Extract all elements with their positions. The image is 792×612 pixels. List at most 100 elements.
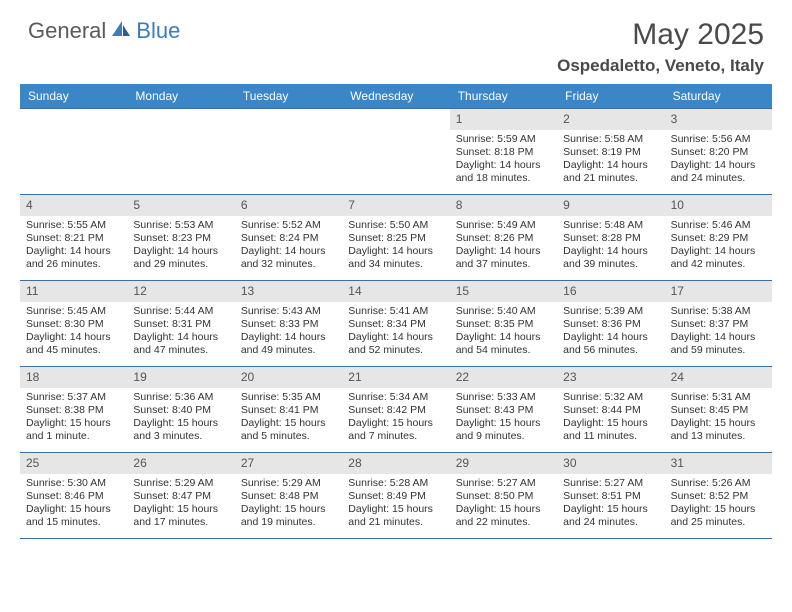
day-info: Sunrise: 5:50 AMSunset: 8:25 PMDaylight:… (342, 216, 449, 278)
sunset-text: Sunset: 8:51 PM (563, 490, 658, 503)
day-cell (20, 109, 127, 194)
day-cell: 19Sunrise: 5:36 AMSunset: 8:40 PMDayligh… (127, 367, 234, 452)
daylight-text: Daylight: 14 hours and 56 minutes. (563, 331, 658, 357)
day-info: Sunrise: 5:44 AMSunset: 8:31 PMDaylight:… (127, 302, 234, 364)
day-cell: 24Sunrise: 5:31 AMSunset: 8:45 PMDayligh… (665, 367, 772, 452)
weekday-header-cell: Sunday (20, 84, 127, 108)
sunrise-text: Sunrise: 5:29 AM (133, 477, 228, 490)
day-cell: 5Sunrise: 5:53 AMSunset: 8:23 PMDaylight… (127, 195, 234, 280)
sunrise-text: Sunrise: 5:39 AM (563, 305, 658, 318)
day-cell: 27Sunrise: 5:29 AMSunset: 8:48 PMDayligh… (235, 453, 342, 538)
day-number: 2 (557, 109, 664, 130)
daylight-text: Daylight: 14 hours and 21 minutes. (563, 159, 658, 185)
day-cell (235, 109, 342, 194)
sunrise-text: Sunrise: 5:41 AM (348, 305, 443, 318)
day-cell: 13Sunrise: 5:43 AMSunset: 8:33 PMDayligh… (235, 281, 342, 366)
day-cell: 28Sunrise: 5:28 AMSunset: 8:49 PMDayligh… (342, 453, 449, 538)
day-cell (127, 109, 234, 194)
sunset-text: Sunset: 8:26 PM (456, 232, 551, 245)
day-info: Sunrise: 5:28 AMSunset: 8:49 PMDaylight:… (342, 474, 449, 536)
day-number: 20 (235, 367, 342, 388)
sunset-text: Sunset: 8:25 PM (348, 232, 443, 245)
sunset-text: Sunset: 8:50 PM (456, 490, 551, 503)
weekday-header-row: SundayMondayTuesdayWednesdayThursdayFrid… (20, 84, 772, 108)
daylight-text: Daylight: 14 hours and 29 minutes. (133, 245, 228, 271)
sunrise-text: Sunrise: 5:27 AM (563, 477, 658, 490)
day-cell: 31 Sunrise: 5:26 AMSunset: 8:52 PMDayligh… (665, 453, 772, 538)
daylight-text: Daylight: 15 hours and 17 minutes. (133, 503, 228, 529)
day-number: 16 (557, 281, 664, 302)
day-info: Sunrise: 5:45 AMSunset: 8:30 PMDaylight:… (20, 302, 127, 364)
day-number: 14 (342, 281, 449, 302)
day-cell: 6Sunrise: 5:52 AMSunset: 8:24 PMDaylight… (235, 195, 342, 280)
brand-logo: General Blue (28, 18, 180, 44)
day-number: 29 (450, 453, 557, 474)
sunrise-text: Sunrise: 5:40 AM (456, 305, 551, 318)
daylight-text: Daylight: 15 hours and 1 minute. (26, 417, 121, 443)
daylight-text: Daylight: 14 hours and 18 minutes. (456, 159, 551, 185)
sunset-text: Sunset: 8:40 PM (133, 404, 228, 417)
day-number: 26 (127, 453, 234, 474)
daylight-text: Daylight: 14 hours and 26 minutes. (26, 245, 121, 271)
week-row: 25Sunrise: 5:30 AMSunset: 8:46 PMDayligh… (20, 452, 772, 538)
daylight-text: Daylight: 15 hours and 25 minutes. (671, 503, 766, 529)
daylight-text: Daylight: 14 hours and 49 minutes. (241, 331, 336, 357)
daylight-text: Daylight: 15 hours and 5 minutes. (241, 417, 336, 443)
day-info: Sunrise: 5:59 AMSunset: 8:18 PMDaylight:… (450, 130, 557, 192)
sunrise-text: Sunrise: 5:36 AM (133, 391, 228, 404)
sunset-text: Sunset: 8:33 PM (241, 318, 336, 331)
sunset-text: Sunset: 8:34 PM (348, 318, 443, 331)
day-info: Sunrise: 5:52 AMSunset: 8:24 PMDaylight:… (235, 216, 342, 278)
sunset-text: Sunset: 8:31 PM (133, 318, 228, 331)
sunrise-text: Sunrise: 5:59 AM (456, 133, 551, 146)
day-cell: 18Sunrise: 5:37 AMSunset: 8:38 PMDayligh… (20, 367, 127, 452)
sunrise-text: Sunrise: 5:29 AM (241, 477, 336, 490)
sunset-text: Sunset: 8:30 PM (26, 318, 121, 331)
daylight-text: Daylight: 14 hours and 34 minutes. (348, 245, 443, 271)
day-info: Sunrise: 5:29 AMSunset: 8:48 PMDaylight:… (235, 474, 342, 536)
day-cell: 12Sunrise: 5:44 AMSunset: 8:31 PMDayligh… (127, 281, 234, 366)
week-row: 11Sunrise: 5:45 AMSunset: 8:30 PMDayligh… (20, 280, 772, 366)
day-number: 15 (450, 281, 557, 302)
calendar-bottom-border (20, 538, 772, 539)
day-cell: 22Sunrise: 5:33 AMSunset: 8:43 PMDayligh… (450, 367, 557, 452)
daylight-text: Daylight: 15 hours and 7 minutes. (348, 417, 443, 443)
daylight-text: Daylight: 15 hours and 21 minutes. (348, 503, 443, 529)
day-info: Sunrise: 5:33 AMSunset: 8:43 PMDaylight:… (450, 388, 557, 450)
day-info: Sunrise: 5:43 AMSunset: 8:33 PMDaylight:… (235, 302, 342, 364)
title-block: May 2025 Ospedaletto, Veneto, Italy (557, 18, 764, 76)
sunrise-text: Sunrise: 5:26 AM (671, 477, 766, 490)
day-info: Sunrise: 5:34 AMSunset: 8:42 PMDaylight:… (342, 388, 449, 450)
day-number: 13 (235, 281, 342, 302)
sunset-text: Sunset: 8:23 PM (133, 232, 228, 245)
sunrise-text: Sunrise: 5:27 AM (456, 477, 551, 490)
day-number: 12 (127, 281, 234, 302)
daylight-text: Daylight: 14 hours and 37 minutes. (456, 245, 551, 271)
sunrise-text: Sunrise: 5:52 AM (241, 219, 336, 232)
sunrise-text: Sunrise: 5:31 AM (671, 391, 766, 404)
sunrise-text: Sunrise: 5:43 AM (241, 305, 336, 318)
sunset-text: Sunset: 8:52 PM (671, 490, 766, 503)
sunrise-text: Sunrise: 5:56 AM (671, 133, 766, 146)
day-number: 28 (342, 453, 449, 474)
day-info: Sunrise: 5:39 AMSunset: 8:36 PMDaylight:… (557, 302, 664, 364)
weekday-header-cell: Monday (127, 84, 234, 108)
day-cell: 15Sunrise: 5:40 AMSunset: 8:35 PMDayligh… (450, 281, 557, 366)
day-number: 31 (665, 453, 772, 474)
day-number: 3 (665, 109, 772, 130)
sunrise-text: Sunrise: 5:53 AM (133, 219, 228, 232)
weekday-header-cell: Friday (557, 84, 664, 108)
day-info: Sunrise: 5:46 AMSunset: 8:29 PMDaylight:… (665, 216, 772, 278)
day-info: Sunrise: 5:27 AMSunset: 8:50 PMDaylight:… (450, 474, 557, 536)
day-number: 9 (557, 195, 664, 216)
month-title: May 2025 (557, 18, 764, 52)
day-info: Sunrise: 5:27 AMSunset: 8:51 PMDaylight:… (557, 474, 664, 536)
day-info: Sunrise: 5:41 AMSunset: 8:34 PMDaylight:… (342, 302, 449, 364)
day-info: Sunrise: 5:38 AMSunset: 8:37 PMDaylight:… (665, 302, 772, 364)
daylight-text: Daylight: 14 hours and 32 minutes. (241, 245, 336, 271)
day-info: Sunrise: 5:30 AMSunset: 8:46 PMDaylight:… (20, 474, 127, 536)
sunset-text: Sunset: 8:38 PM (26, 404, 121, 417)
header: General Blue May 2025 Ospedaletto, Venet… (0, 0, 792, 84)
day-info: Sunrise: 5:48 AMSunset: 8:28 PMDaylight:… (557, 216, 664, 278)
day-cell: 2Sunrise: 5:58 AMSunset: 8:19 PMDaylight… (557, 109, 664, 194)
